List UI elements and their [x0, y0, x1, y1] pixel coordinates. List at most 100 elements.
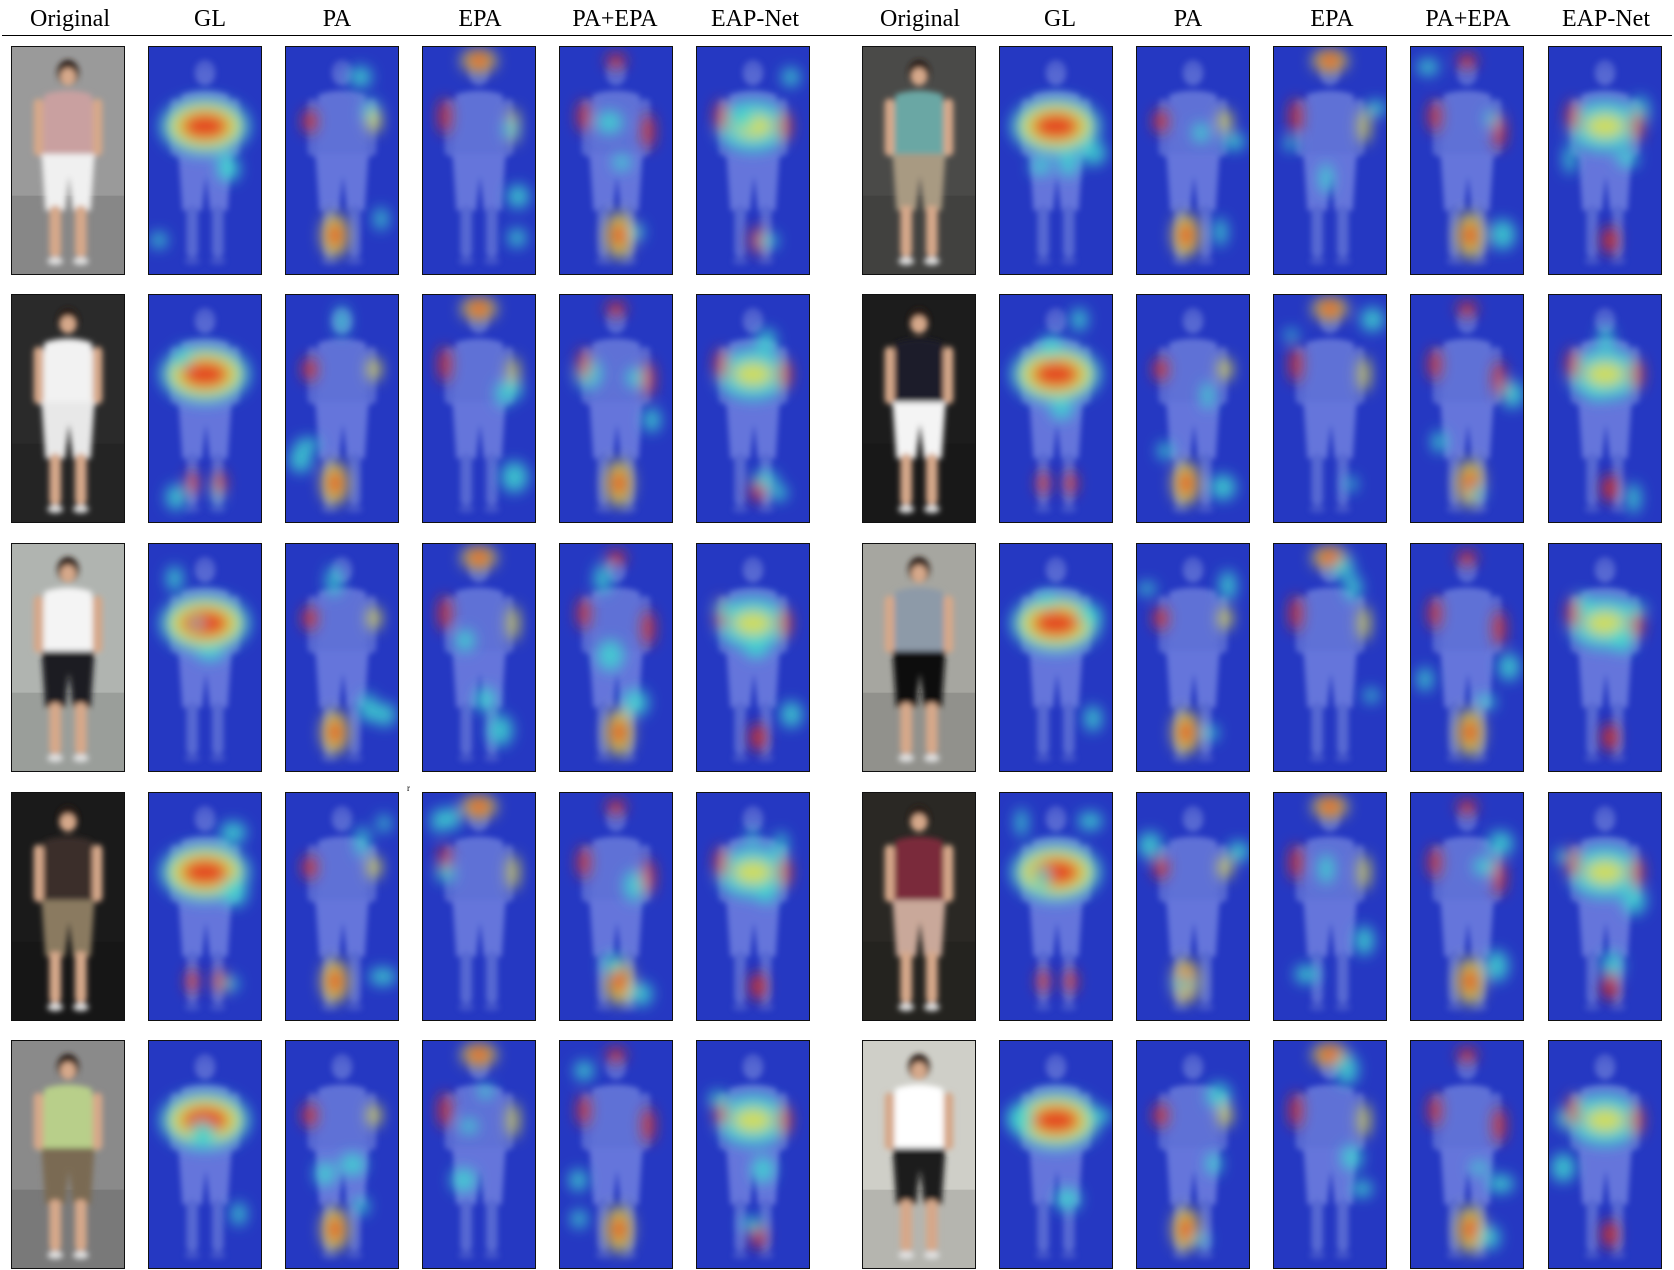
- attention-heatmap-panel: [1410, 1040, 1524, 1269]
- heatmap-overlay: [423, 544, 535, 771]
- column-header: EPA: [458, 6, 502, 32]
- attention-heatmap-panel: [999, 46, 1113, 275]
- original-image-panel: [11, 792, 125, 1021]
- column-header-row: Original GL PA EPA PA+EPA EAP-Net Origin…: [0, 0, 1674, 40]
- heatmap-overlay: [1411, 544, 1523, 771]
- attention-heatmap-panel: [1548, 792, 1662, 1021]
- attention-heatmap-panel: [1548, 543, 1662, 772]
- pedestrian-photo: [863, 1041, 975, 1268]
- heatmap-overlay: [697, 47, 809, 274]
- heatmap-overlay: [1274, 295, 1386, 522]
- column-header: PA+EPA: [572, 6, 658, 32]
- attention-heatmap-panel: [1548, 1040, 1662, 1269]
- heatmap-overlay: [1274, 1041, 1386, 1268]
- heatmap-overlay: [697, 295, 809, 522]
- heatmap-overlay: [1549, 544, 1661, 771]
- attention-heatmap-panel: [285, 792, 399, 1021]
- column-header: EAP-Net: [711, 6, 799, 32]
- heatmap-overlay: [1137, 544, 1249, 771]
- attention-heatmap-panel: [559, 46, 673, 275]
- attention-heatmap-panel: [422, 46, 536, 275]
- heatmap-overlay: [149, 47, 261, 274]
- heatmap-overlay: [1000, 544, 1112, 771]
- original-image-panel: [862, 543, 976, 772]
- heatmap-overlay: [1000, 793, 1112, 1020]
- attention-heatmap-panel: [1548, 46, 1662, 275]
- attention-heatmap-panel: [1136, 46, 1250, 275]
- heatmap-overlay: [149, 793, 261, 1020]
- heatmap-overlay: [697, 544, 809, 771]
- heatmap-overlay: [1411, 1041, 1523, 1268]
- heatmap-overlay: [560, 1041, 672, 1268]
- attention-heatmap-panel: [1548, 294, 1662, 523]
- heatmap-overlay: [1274, 47, 1386, 274]
- pedestrian-photo: [863, 793, 975, 1020]
- pedestrian-photo: [12, 295, 124, 522]
- heatmap-overlay: [423, 295, 535, 522]
- heatmap-overlay: [560, 793, 672, 1020]
- attention-heatmap-panel: [1273, 1040, 1387, 1269]
- attention-heatmap-panel: [559, 543, 673, 772]
- heatmap-overlay: [1274, 793, 1386, 1020]
- attention-heatmap-panel: [1410, 46, 1524, 275]
- attention-heatmap-panel: [1136, 294, 1250, 523]
- attention-heatmap-panel: [1410, 792, 1524, 1021]
- pedestrian-photo: [863, 544, 975, 771]
- heatmap-overlay: [697, 793, 809, 1020]
- heatmap-overlay: [286, 544, 398, 771]
- column-header: GL: [1044, 6, 1076, 32]
- heatmap-overlay: [1549, 793, 1661, 1020]
- pedestrian-photo: [12, 47, 124, 274]
- original-image-panel: [862, 46, 976, 275]
- attention-heatmap-panel: [696, 294, 810, 523]
- heatmap-overlay: [149, 295, 261, 522]
- column-header: Original: [30, 6, 110, 32]
- heatmap-overlay: [1549, 1041, 1661, 1268]
- pedestrian-photo: [863, 47, 975, 274]
- heatmap-overlay: [1137, 47, 1249, 274]
- column-header: Original: [880, 6, 960, 32]
- attention-heatmap-panel: [1136, 543, 1250, 772]
- pedestrian-photo: [12, 793, 124, 1020]
- attention-heatmap-panel: [285, 543, 399, 772]
- heatmap-overlay: [286, 295, 398, 522]
- heatmap-overlay: [1137, 793, 1249, 1020]
- heatmap-overlay: [1000, 47, 1112, 274]
- heatmap-overlay: [560, 295, 672, 522]
- heatmap-overlay: [1549, 295, 1661, 522]
- attention-heatmap-panel: [1273, 46, 1387, 275]
- attention-heatmap-panel: [422, 792, 536, 1021]
- attention-heatmap-panel: [696, 1040, 810, 1269]
- original-image-panel: [11, 294, 125, 523]
- heatmap-overlay: [1411, 295, 1523, 522]
- attention-heatmap-panel: [422, 1040, 536, 1269]
- attention-heatmap-panel: [999, 1040, 1113, 1269]
- original-image-panel: [862, 1040, 976, 1269]
- heatmap-overlay: [423, 47, 535, 274]
- heatmap-overlay: [286, 1041, 398, 1268]
- attention-heatmap-panel: [422, 543, 536, 772]
- header-rule: [2, 35, 1672, 36]
- attention-heatmap-panel: [148, 46, 262, 275]
- heatmap-overlay: [1274, 544, 1386, 771]
- heatmap-overlay: [423, 1041, 535, 1268]
- original-image-panel: [11, 46, 125, 275]
- attention-heatmap-panel: [559, 1040, 673, 1269]
- attention-heatmap-panel: [148, 1040, 262, 1269]
- heatmap-overlay: [1137, 295, 1249, 522]
- pedestrian-photo: [12, 1041, 124, 1268]
- heatmap-overlay: [1137, 1041, 1249, 1268]
- attention-heatmap-panel: [999, 543, 1113, 772]
- attention-heatmap-panel: [1273, 294, 1387, 523]
- pedestrian-photo: [863, 295, 975, 522]
- original-image-panel: [862, 294, 976, 523]
- attention-heatmap-panel: [1410, 543, 1524, 772]
- attention-heatmap-panel: [148, 294, 262, 523]
- column-header: PA+EPA: [1425, 6, 1511, 32]
- attention-heatmap-panel: [148, 543, 262, 772]
- heatmap-overlay: [1549, 47, 1661, 274]
- attention-heatmap-panel: [559, 792, 673, 1021]
- heatmap-overlay: [1000, 295, 1112, 522]
- heatmap-overlay: [286, 793, 398, 1020]
